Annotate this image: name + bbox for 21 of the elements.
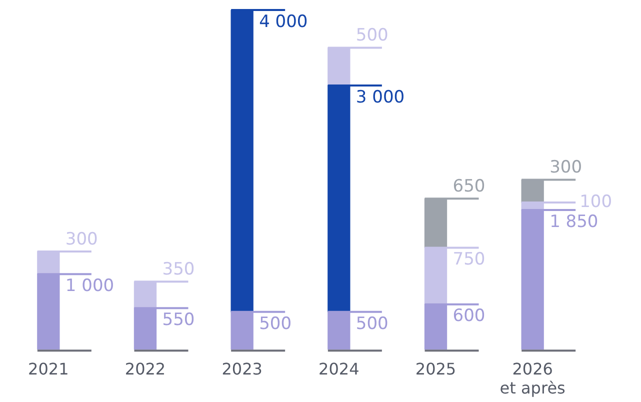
data-label: 600 (452, 306, 486, 326)
data-label: 1 000 (65, 276, 114, 296)
data-label: 500 (259, 314, 292, 334)
data-label: 550 (162, 310, 195, 330)
x-tick-label: 2026 et après (500, 359, 566, 398)
data-label: 4 000 (259, 12, 308, 32)
data-label: 1 850 (550, 212, 598, 232)
x-tick-label: 2024 (318, 359, 360, 378)
data-label: 100 (580, 192, 612, 212)
data-label: 500 (356, 314, 388, 334)
x-tick-label: 2025 (415, 359, 456, 378)
data-label: 3 000 (356, 87, 405, 108)
data-label: 300 (550, 158, 582, 178)
data-label: 750 (452, 250, 486, 270)
data-label: 500 (356, 26, 388, 46)
x-tick-label: 2022 (124, 359, 166, 378)
data-label: 650 (452, 176, 486, 197)
data-label: 350 (162, 260, 195, 280)
data-label: 300 (65, 229, 98, 250)
x-tick-label: 2021 (28, 359, 69, 378)
x-tick-label: 2023 (222, 359, 262, 378)
